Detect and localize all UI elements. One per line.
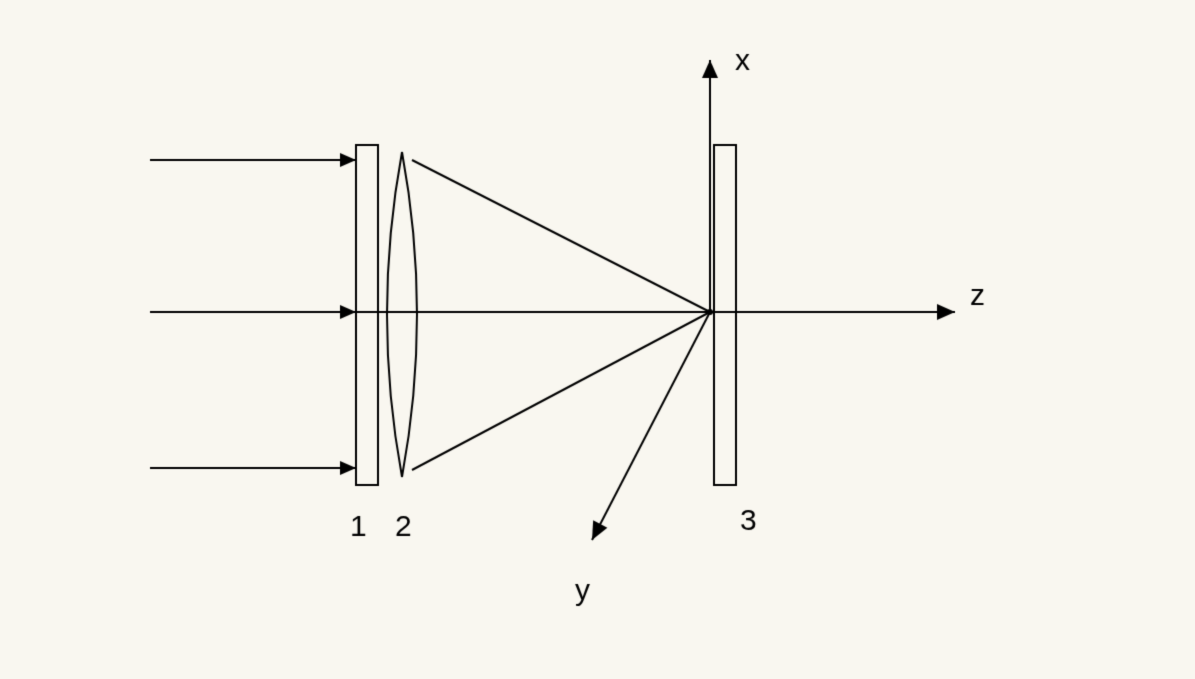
optics-diagram bbox=[0, 0, 1195, 679]
